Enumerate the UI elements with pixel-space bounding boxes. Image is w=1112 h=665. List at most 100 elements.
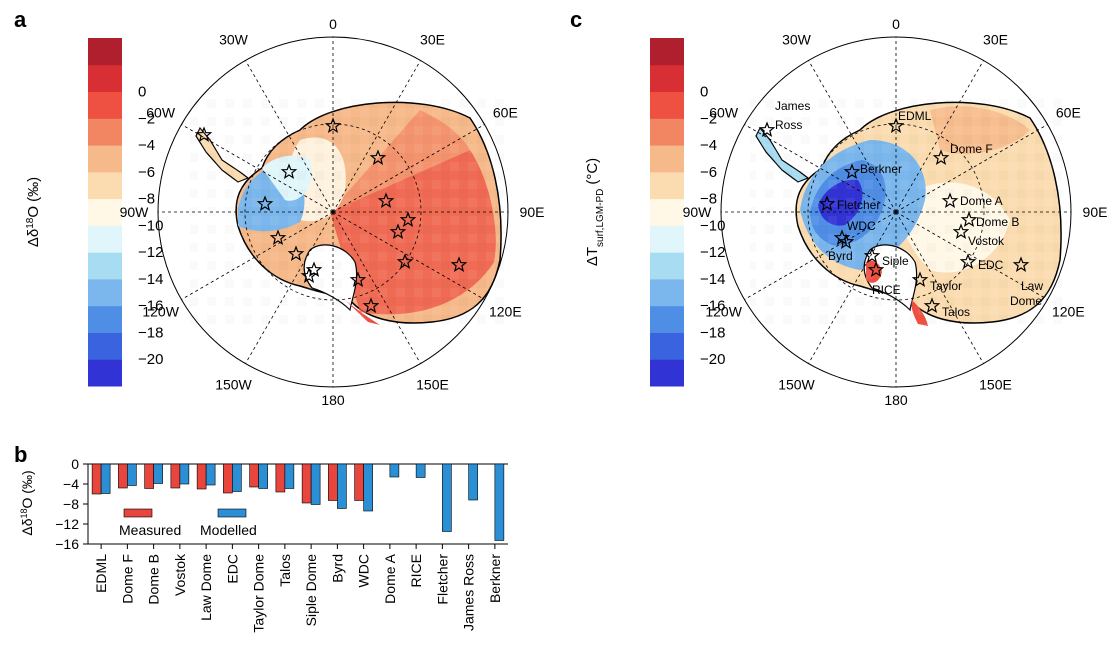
map-a-lon-label: 60E: [493, 105, 518, 121]
colorbar-c-tick: −18: [700, 324, 725, 341]
colorbar-a-tick: −8: [138, 191, 155, 208]
bar-measured: [249, 463, 259, 488]
map-c-lat-circle: [807, 123, 985, 301]
colorbar-c-swatch: [650, 198, 684, 226]
station-star-byrd: [305, 261, 323, 278]
colorbar-c-tick: −8: [700, 191, 717, 208]
colorbar-a-swatch: [88, 198, 122, 226]
colorbar-c-swatch: [650, 91, 684, 119]
map-c-lon-label: 60W: [709, 105, 739, 121]
map-c-texture: [750, 90, 1070, 330]
map-c-meridian: [895, 211, 1048, 300]
colorbar-c-swatch: [650, 225, 684, 253]
map-a-stations: [195, 117, 468, 314]
map-a-lon-label: 150W: [215, 376, 252, 392]
colorbar-a: 0 −2 −4 −6 −8 −10 −12 −14 −16 −18 −20: [88, 38, 163, 387]
map-c-land: [750, 90, 1070, 330]
station-label: WDC: [847, 219, 876, 233]
colorbar-c-tick: −12: [700, 244, 725, 261]
colorbar-a-swatch: [88, 359, 122, 387]
colorbar-a-swatch: [88, 252, 122, 280]
bar-chart-x-label: RICE: [408, 554, 424, 587]
colorbar-a-tick: 0: [138, 84, 146, 101]
map-a-meridian: [332, 211, 421, 364]
bar-chart-ylabel: Δδ18O (‰): [19, 470, 35, 535]
station-star: [843, 163, 861, 180]
map-a-texture: [190, 90, 510, 330]
map-a-land: [190, 90, 510, 330]
station-label: Dome F: [950, 142, 993, 156]
map-a-lon-label: 0: [329, 16, 337, 32]
map-c-lon-label: 30W: [782, 32, 812, 48]
bar-chart-x-label: Dome F: [119, 554, 135, 604]
map-c-meridian: [808, 60, 897, 213]
bar-chart-y-tick-label: −12: [55, 516, 79, 532]
bar-measured: [196, 463, 207, 490]
map-a-meridian: [181, 211, 334, 300]
bar-modelled: [494, 463, 505, 541]
bar-chart-x-label: Berkner: [487, 554, 503, 603]
bar-modelled: [284, 463, 295, 489]
bar-chart-y-tick-label: −16: [55, 536, 79, 552]
bar-chart-y-tick-label: −4: [63, 476, 79, 492]
map-c-lon-label: 0: [892, 16, 900, 32]
colorbar-a-tick: −18: [138, 324, 163, 341]
colorbar-c-swatch: [650, 359, 684, 387]
station-star: [887, 117, 905, 134]
colorbar-a-tick: −20: [138, 351, 163, 368]
station-star: [952, 223, 970, 240]
bar-chart-x-label: Vostok: [172, 553, 188, 596]
colorbar-c-label: ΔTsurf,LGM-PD(°C): [584, 158, 606, 266]
map-c-lon-label: 180: [884, 392, 908, 408]
map-a-lon-label: 60W: [146, 105, 176, 121]
station-label: Vostok: [968, 234, 1005, 248]
station-star: [1012, 256, 1030, 273]
bar-measured: [223, 463, 233, 494]
station-label: Berkner: [860, 162, 902, 176]
map-a-meridian: [332, 211, 485, 300]
map-c-meridian: [895, 60, 984, 213]
panel-label-a: a: [14, 7, 27, 32]
bar-chart-x-label: James Ross: [461, 554, 477, 631]
colorbar-c-swatch: [650, 252, 684, 280]
station-star: [959, 253, 977, 270]
bar-modelled: [363, 463, 373, 512]
station-label: Dome A: [960, 194, 1003, 208]
station-star-james-ross: [195, 126, 213, 143]
map-c-lon-label: 120W: [705, 304, 742, 320]
map-c-graticule: 0 30E 60E 90E 120E 150E 180 150W 120W 90W 60W 30W: [683, 16, 1108, 408]
colorbar-c-swatch: [650, 118, 684, 146]
map-a-meridian: [245, 60, 334, 213]
station-label: Taylor: [930, 279, 962, 293]
colorbar-a-swatch: [88, 64, 122, 93]
map-c-stations: James Ross EDML Dome F Berkner Fletcher WDC Byr…: [758, 99, 1043, 319]
station-label: EDML: [898, 109, 932, 123]
station-star: [923, 297, 941, 314]
station-star-taylor-dome: [349, 271, 367, 288]
bar-chart-y-tick-label: −8: [63, 496, 79, 512]
station-star: [818, 195, 836, 212]
map-c-meridian: [744, 124, 897, 213]
bar-chart-x-label: EDML: [93, 554, 109, 593]
map-a-lon-label: 150E: [416, 376, 449, 392]
station-star-rice: [287, 245, 305, 262]
station-star-law-dome: [450, 256, 468, 273]
map-a-lon-label: 30E: [420, 32, 445, 48]
station-star-dome-a: [377, 192, 395, 209]
station-star: [863, 247, 881, 264]
bar-modelled: [100, 463, 111, 494]
map-c-lon-label: 150W: [778, 376, 815, 392]
station-star-edml: [324, 117, 342, 134]
station-label: Dome: [1010, 294, 1042, 308]
bar-measured: [170, 463, 181, 489]
map-a-lon-label: 90W: [120, 204, 150, 220]
bar-chart-x-label: Dome B: [146, 554, 162, 605]
bar-modelled: [205, 463, 216, 486]
bar-measured: [91, 463, 102, 495]
map-c: 0 30E 60E 90E 120E 150E 180 150W 120W 90W 60W 30W J…: [683, 16, 1108, 408]
bar-measured: [118, 463, 128, 489]
station-star: [941, 192, 959, 209]
colorbar-c-swatch: [650, 171, 684, 200]
bar-modelled: [310, 463, 321, 505]
bar-modelled: [442, 463, 452, 532]
